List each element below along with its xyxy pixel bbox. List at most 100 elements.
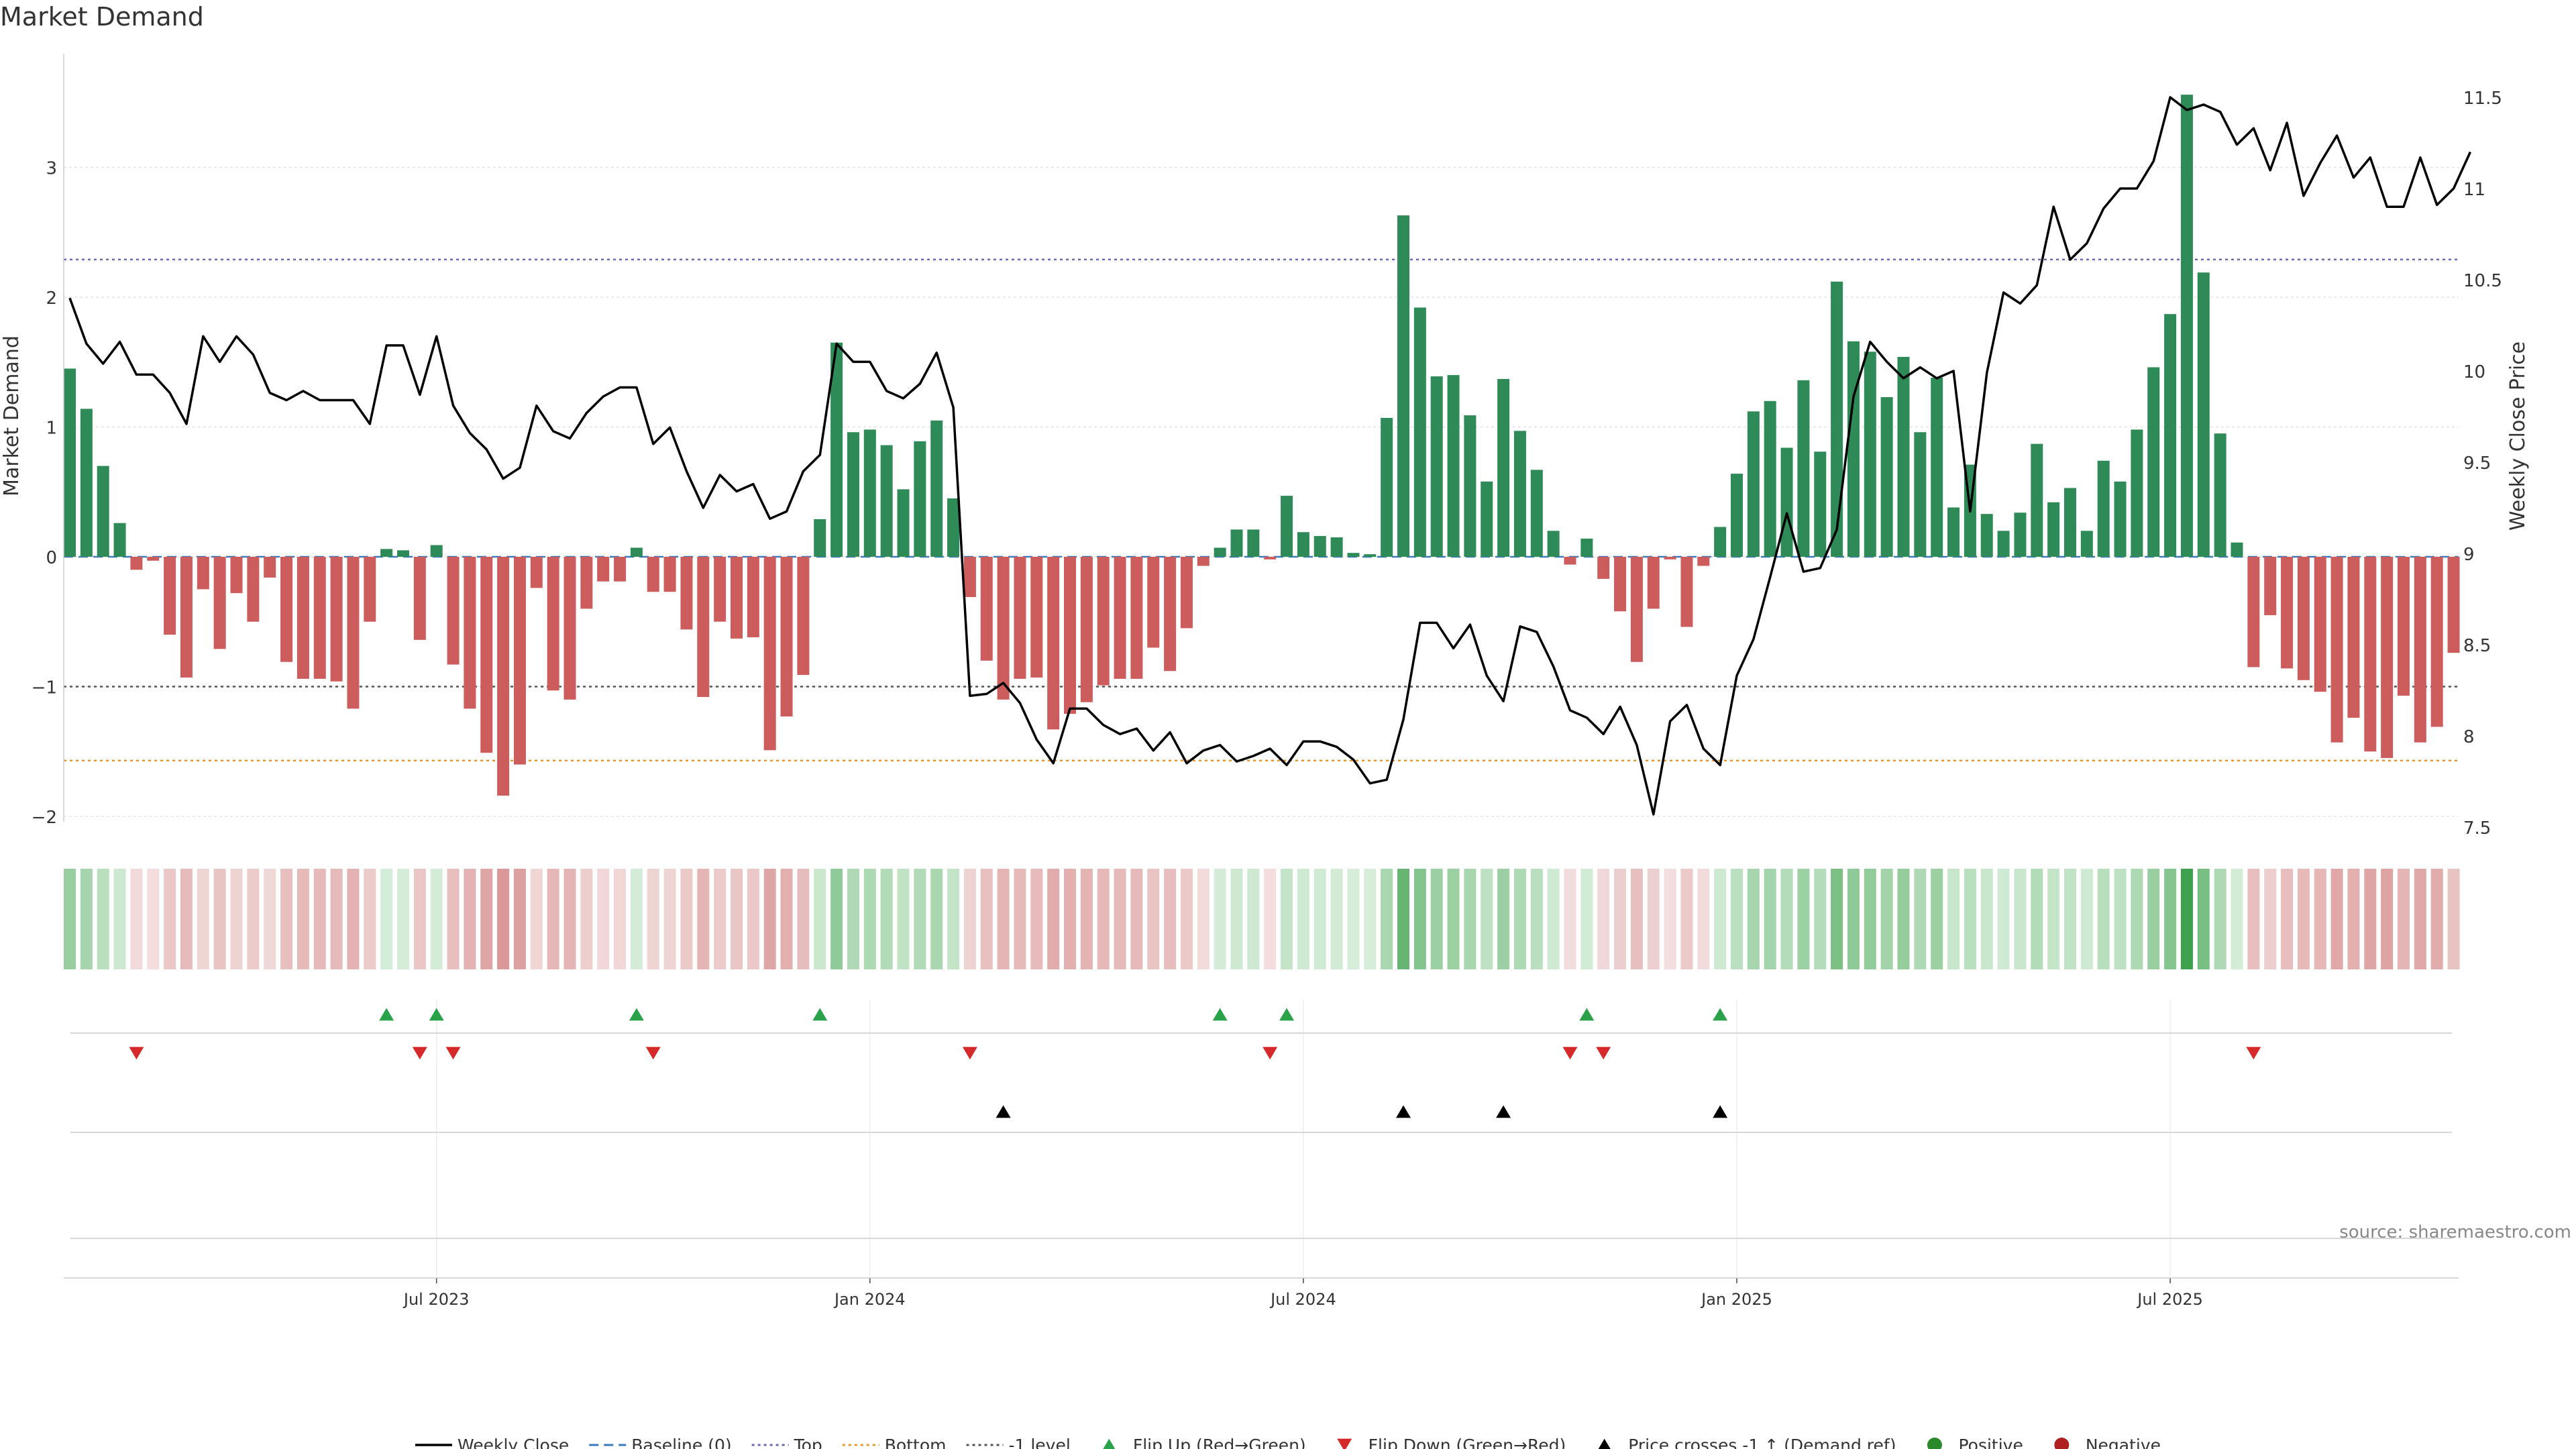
y-tick-label: −2 bbox=[32, 808, 57, 828]
demand-bar bbox=[980, 557, 993, 661]
heat-cell bbox=[1814, 869, 1827, 969]
legend-label: Flip Down (Green→Red) bbox=[1368, 1436, 1566, 1449]
demand-bar bbox=[1864, 352, 1876, 557]
demand-bar bbox=[480, 557, 493, 753]
demand-bar bbox=[663, 557, 676, 592]
heat-cell bbox=[880, 869, 893, 969]
demand-bar bbox=[2014, 513, 2027, 557]
heat-cell bbox=[147, 869, 160, 969]
heat-cell bbox=[2164, 869, 2177, 969]
heat-cell bbox=[80, 869, 93, 969]
y2-tick-label: 11 bbox=[2463, 180, 2485, 200]
heat-cell bbox=[1381, 869, 1393, 969]
heat-cell bbox=[930, 869, 943, 969]
heat-cell bbox=[747, 869, 759, 969]
legend-item: Flip Down (Green→Red) bbox=[1337, 1436, 1566, 1449]
heat-cell bbox=[1714, 869, 1727, 969]
heat-cell bbox=[2247, 869, 2260, 969]
heat-cell bbox=[1164, 869, 1177, 969]
heat-cell bbox=[280, 869, 293, 969]
demand-bar bbox=[1597, 557, 1610, 579]
demand-bar bbox=[947, 498, 960, 557]
heat-cell bbox=[1747, 869, 1760, 969]
heat-cell bbox=[1230, 869, 1243, 969]
x-tick-label: Jul 2023 bbox=[402, 1290, 470, 1309]
legend-swatch bbox=[1103, 1438, 1116, 1449]
demand-bar bbox=[2147, 367, 2160, 557]
flip-up-marker bbox=[1212, 1008, 1228, 1021]
demand-bar bbox=[1580, 538, 1593, 557]
heat-cell bbox=[1630, 869, 1643, 969]
heat-cell bbox=[230, 869, 243, 969]
demand-bar bbox=[1564, 557, 1576, 565]
heat-cell bbox=[1281, 869, 1293, 969]
heat-cell bbox=[680, 869, 693, 969]
heat-cell bbox=[814, 869, 826, 969]
heat-cell bbox=[1931, 869, 1943, 969]
heat-cell bbox=[614, 869, 627, 969]
heat-cell bbox=[1697, 869, 1710, 969]
demand-bar bbox=[1697, 557, 1710, 566]
demand-bar bbox=[130, 557, 143, 570]
demand-bar bbox=[80, 409, 93, 557]
heat-cell bbox=[1014, 869, 1026, 969]
heat-cell bbox=[780, 869, 793, 969]
heat-cell bbox=[897, 869, 910, 969]
demand-bar bbox=[247, 557, 260, 622]
demand-bar bbox=[1364, 554, 1377, 557]
heat-cell bbox=[1847, 869, 1860, 969]
demand-bar bbox=[513, 557, 526, 765]
heat-cell bbox=[1831, 869, 1843, 969]
demand-bar bbox=[1814, 451, 1827, 557]
heat-cell bbox=[64, 869, 76, 969]
demand-bar bbox=[1130, 557, 1143, 679]
axes: −2 −1 0 1 2 3 7.5 8 8.5 9 9.5 10 10.5 11 11.5 Jul 2023 J… bbox=[32, 54, 2502, 1309]
heat-cell bbox=[1080, 869, 1093, 969]
heat-cell bbox=[2080, 869, 2093, 969]
demand-bar bbox=[1897, 357, 1910, 557]
heat-cell bbox=[863, 869, 876, 969]
demand-bar bbox=[2114, 481, 2127, 557]
heat-cell bbox=[447, 869, 460, 969]
demand-bar bbox=[763, 557, 776, 751]
demand-bar bbox=[230, 557, 243, 594]
heat-cell bbox=[347, 869, 360, 969]
demand-bar bbox=[213, 557, 226, 649]
y2-tick-label: 7.5 bbox=[2463, 818, 2491, 839]
price-cross-marker bbox=[1496, 1105, 1511, 1118]
demand-bar bbox=[297, 557, 309, 679]
demand-bar bbox=[1997, 531, 2010, 557]
demand-bar bbox=[280, 557, 293, 662]
legend-label: Bottom bbox=[885, 1436, 947, 1449]
heat-cell bbox=[830, 869, 843, 969]
heat-cell bbox=[547, 869, 559, 969]
heat-cell bbox=[1964, 869, 1976, 969]
heat-cell bbox=[647, 869, 659, 969]
demand-bar bbox=[347, 557, 360, 709]
heat-cell bbox=[1880, 869, 1893, 969]
heat-cell bbox=[530, 869, 543, 969]
heat-cell bbox=[1297, 869, 1309, 969]
flip-down-marker bbox=[1562, 1046, 1578, 1060]
heat-cell bbox=[397, 869, 409, 969]
heat-cell bbox=[2131, 869, 2143, 969]
flip-up-marker bbox=[429, 1008, 444, 1021]
price-cross-marker bbox=[1713, 1105, 1728, 1118]
heat-cell bbox=[2264, 869, 2277, 969]
demand-bar bbox=[1614, 557, 1627, 612]
demand-bar bbox=[2364, 557, 2377, 752]
heat-cell bbox=[164, 869, 176, 969]
heat-cell bbox=[1247, 869, 1260, 969]
demand-bar bbox=[147, 557, 160, 561]
legend-item: Positive bbox=[1927, 1436, 2023, 1449]
heat-cell bbox=[380, 869, 393, 969]
demand-bar bbox=[2031, 443, 2043, 557]
demand-bar bbox=[1064, 557, 1076, 714]
demand-bar bbox=[1347, 553, 1360, 557]
heat-cell bbox=[2197, 869, 2210, 969]
heat-cell bbox=[2014, 869, 2027, 969]
demand-bar bbox=[1397, 215, 1409, 557]
heat-cell bbox=[997, 869, 1010, 969]
demand-bar bbox=[2414, 557, 2426, 743]
